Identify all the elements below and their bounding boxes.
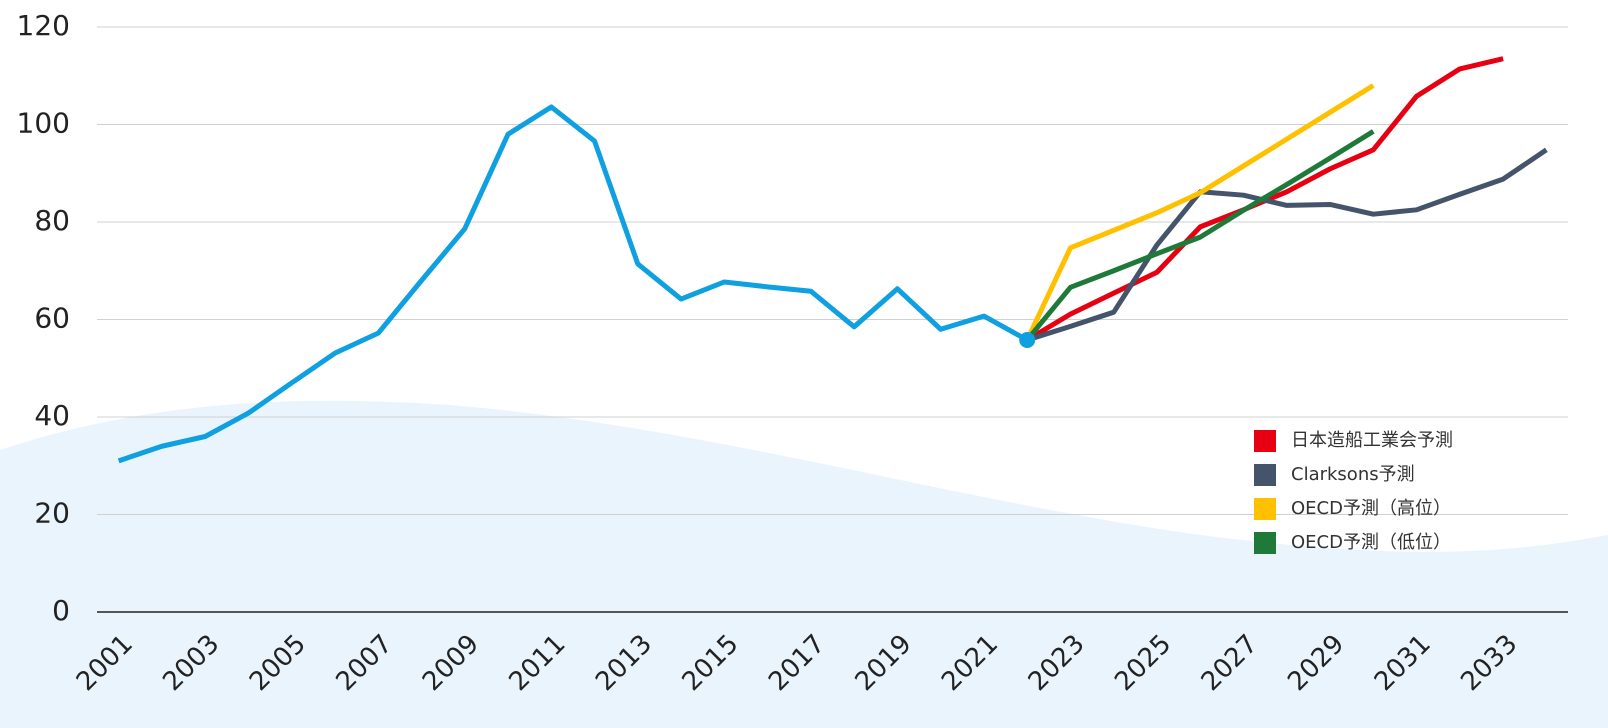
legend-swatch — [1254, 498, 1276, 520]
y-tick-label: 120 — [17, 9, 70, 42]
series-line — [117, 104, 1029, 464]
legend-swatch — [1254, 532, 1276, 554]
y-tick-label: 60 — [34, 302, 70, 335]
y-tick-label: 100 — [17, 107, 70, 140]
end-point — [1019, 331, 1036, 348]
y-tick-label: 20 — [34, 497, 70, 530]
series-line — [1024, 83, 1375, 342]
y-tick-label: 0 — [52, 594, 70, 627]
y-tick-label: 80 — [34, 204, 70, 237]
legend-swatch — [1254, 464, 1276, 486]
series-line — [1026, 147, 1548, 343]
y-tick-label: 40 — [34, 399, 70, 432]
series-line — [1025, 129, 1375, 342]
legend-label: OECD予測（低位） — [1291, 532, 1451, 553]
legend-label: Clarksons予測 — [1291, 464, 1415, 485]
legend-label: OECD予測（高位） — [1291, 498, 1451, 519]
background-wave — [0, 400, 1608, 728]
legend-label: 日本造船工業会予測 — [1291, 430, 1453, 451]
legend-swatch — [1254, 430, 1276, 452]
